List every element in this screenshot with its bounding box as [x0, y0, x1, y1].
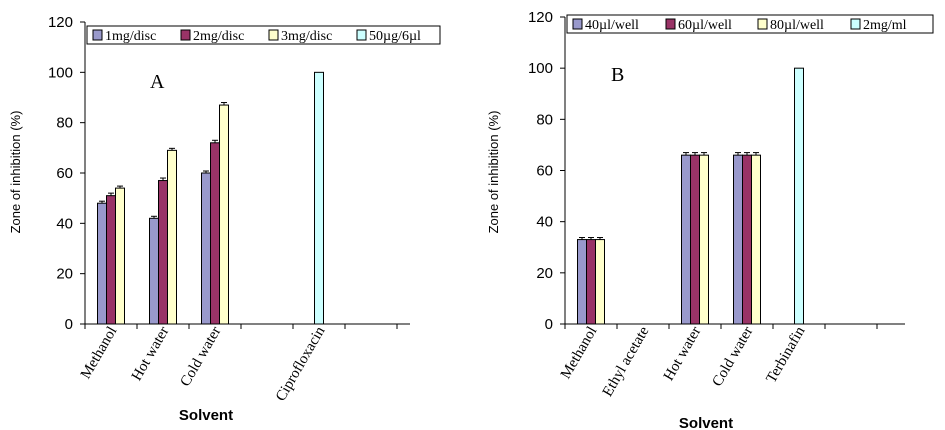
legend-swatch	[92, 29, 103, 41]
legend-box	[86, 25, 441, 45]
legend-swatch	[757, 18, 768, 30]
panel-label: B	[611, 64, 624, 86]
legend: 1mg/disc 2mg/disc 3mg/disc 50µg/6µl	[86, 25, 441, 45]
legend-swatch	[356, 29, 367, 41]
y-tick-label: 40	[536, 214, 553, 231]
x-category-label: Ciprofloxacin	[273, 324, 329, 405]
bar-80lwell-3	[699, 154, 709, 325]
y-tick-label: 80	[56, 115, 73, 132]
legend-entry: 2mg/disc	[193, 29, 244, 44]
y-tick-label: 0	[65, 316, 73, 333]
legend-entry: 40µl/well	[585, 18, 639, 33]
chart-panel-A: 0 20 40 60 80 100 120 Methanol Hot water Cold wat…	[8, 14, 441, 424]
x-category-label: Methanol	[78, 324, 121, 382]
legend-entry: 1mg/disc	[105, 29, 156, 44]
y-tick-label: 60	[536, 163, 553, 180]
y-tick-label: 60	[56, 165, 73, 182]
x-axis-title: Solvent	[679, 415, 733, 430]
legend-swatch	[850, 18, 861, 30]
legend-swatch	[572, 18, 583, 30]
bar-1mgdisc-3	[201, 172, 211, 325]
y-axis-title: Zone of inhibition (%)	[486, 111, 501, 234]
bar-2mgdisc-1	[106, 195, 116, 325]
legend-entry: 60µl/well	[678, 18, 732, 33]
bar-40lwell-1	[577, 239, 587, 325]
y-tick-label: 80	[536, 111, 553, 128]
bar-2mgml-5	[794, 67, 804, 325]
y-tick-label: 120	[528, 9, 553, 26]
y-tick-label: 0	[545, 316, 553, 333]
legend-entry: 2mg/ml	[863, 18, 907, 33]
legend-swatch	[180, 29, 191, 41]
bar-60lwell-1	[586, 239, 596, 325]
panel-label: A	[150, 71, 165, 93]
legend-swatch	[268, 29, 279, 41]
legend: 40µl/well 60µl/well 80µl/well 2mg/ml	[566, 14, 934, 34]
bar-60lwell-3	[690, 154, 700, 325]
y-tick-label: 120	[48, 14, 73, 31]
bar-2mgdisc-3	[210, 142, 220, 325]
legend-entry: 50µg/6µl	[369, 29, 421, 44]
x-category-label: Hot water	[661, 324, 705, 384]
x-axis-title: Solvent	[179, 407, 233, 424]
bar-3mgdisc-2	[167, 149, 177, 325]
x-category-label: Hot water	[129, 324, 173, 384]
y-tick-label: 100	[528, 60, 553, 77]
chart-panel-B: 0 20 40 60 80 100 120 Methanol Ethyl acetate Hot …	[486, 9, 934, 430]
bar-1mgdisc-2	[149, 217, 159, 325]
bar-50g6l-5	[314, 71, 324, 325]
legend-box	[566, 14, 934, 34]
bar-80lwell-1	[595, 239, 605, 325]
y-tick-label: 100	[48, 64, 73, 81]
bar-40lwell-3	[681, 154, 691, 325]
bar-1mgdisc-1	[97, 202, 107, 325]
y-tick-label: 40	[56, 215, 73, 232]
x-category-label: Cold water	[177, 324, 224, 389]
legend-swatch	[665, 18, 676, 30]
x-category-label: Terbinafin	[763, 324, 808, 386]
bar-3mgdisc-3	[219, 104, 229, 325]
bar-80lwell-4	[751, 154, 761, 325]
bar-40lwell-4	[733, 154, 743, 325]
x-category-label: Methanol	[558, 324, 601, 382]
legend-entry: 80µl/well	[770, 18, 824, 33]
y-tick-label: 20	[56, 266, 73, 283]
bar-2mgdisc-2	[158, 180, 168, 325]
y-axis-title: Zone of inhibition (%)	[8, 111, 23, 234]
y-tick-label: 20	[536, 265, 553, 282]
x-category-label: Ethyl acetate	[600, 324, 653, 400]
bar-60lwell-4	[742, 154, 752, 325]
bar-3mgdisc-1	[115, 187, 125, 325]
x-category-label: Cold water	[709, 324, 756, 389]
legend-entry: 3mg/disc	[281, 29, 332, 44]
